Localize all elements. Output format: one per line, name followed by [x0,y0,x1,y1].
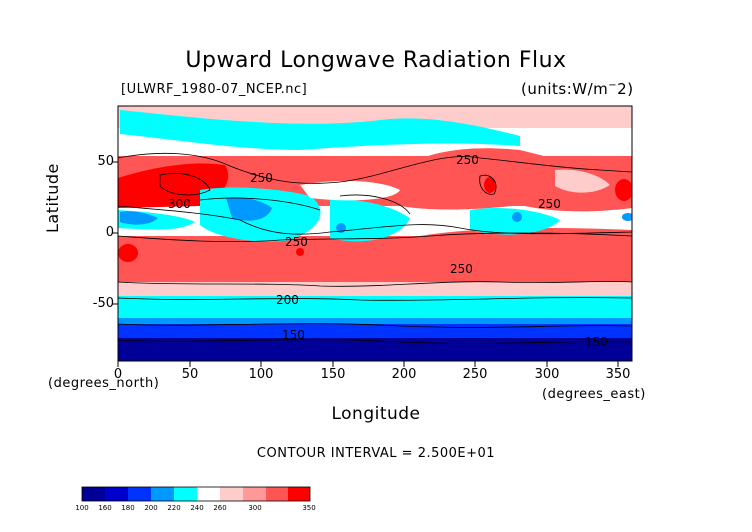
contour-label: 250 [450,262,473,276]
x-tick-label: 50 [181,367,199,382]
units-label: (units:W/m−2) [521,80,634,98]
cyan-north-high [120,110,520,150]
x-unit-note-right: (degrees_east) [542,387,646,402]
x-tick-label: 150 [320,367,346,382]
y-tick-label: -50 [92,296,114,311]
band-south-blue [118,324,632,338]
hotspot-3 [118,244,138,262]
colorbar-swatch [151,487,174,501]
colorbar-label: 180 [121,504,135,512]
colorbar-swatch [82,487,105,501]
x-tick-label: 350 [605,367,631,382]
colorbar-swatch [197,487,220,501]
flux-field: 250 300 250 250 250 250 200 150 150 [118,106,632,361]
hotspot-1 [484,177,496,193]
colorbar-swatch [174,487,197,501]
contour-lines [118,152,632,344]
white-n-pacific [300,180,400,201]
blob-n-america [395,148,632,212]
colorbar-label: 240 [190,504,204,512]
colorbar-label: 300 [248,504,262,512]
contour-label: 150 [282,328,305,342]
x-tick-label: 100 [248,367,274,382]
colorbar [81,486,311,502]
contour-label: 150 [585,335,608,349]
colorbar-label: 100 [75,504,89,512]
blue-indonesia-core [226,197,272,221]
blob-s-indian [118,236,330,282]
colorbar-label: 220 [167,504,181,512]
contour-label: 250 [456,153,479,167]
y-axis-label: Latitude [43,163,62,233]
y-tick-label: 0 [105,225,114,240]
cyan-eq-pacific [330,199,410,242]
colorbar-swatch [266,487,288,501]
colorbar-swatch [243,487,266,501]
contour-label: 250 [285,235,308,249]
hotspot-4 [296,248,304,256]
contour-label: 300 [168,197,191,211]
colorbar-label: 260 [213,504,227,512]
band-south-mid [118,282,632,296]
band-south-lightblue [118,318,632,324]
colorbar-label: 160 [98,504,112,512]
x-tick-label: 300 [534,367,560,382]
contour-label: 250 [250,171,273,185]
colorbar-swatch [288,487,310,501]
hotspot-2 [615,179,632,201]
x-tick-label: 250 [462,367,488,382]
contour-label: 250 [538,197,561,211]
x-tick-label: 0 [113,367,123,382]
band-polar-south [118,338,632,361]
blue-spot-2 [512,212,522,222]
x-axis-label: Longitude [331,404,421,424]
tick-marks [112,161,619,367]
plot-title: Upward Longwave Radiation Flux [185,48,567,73]
blue-spot-3 [622,213,632,221]
band-south-cyan [118,296,632,318]
source-label: [ULWRF_1980-07_NCEP.nc] [121,82,308,97]
contour-label: 200 [276,293,299,307]
colorbar-label: 200 [144,504,158,512]
salmon-n-atlantic [555,169,610,193]
y-tick-label: 50 [97,154,114,169]
colorbar-swatch [105,487,128,501]
x-unit-note-left: (degrees_north) [48,376,160,391]
contour-interval-note: CONTOUR INTERVAL = 2.500E+01 [256,446,496,461]
blue-africa-core [120,211,158,225]
colorbar-swatch [128,487,151,501]
colorbar-swatch [220,487,243,501]
colorbar-label: 350 [302,504,316,512]
blob-s-pacific [420,228,632,282]
x-tick-label: 200 [391,367,417,382]
